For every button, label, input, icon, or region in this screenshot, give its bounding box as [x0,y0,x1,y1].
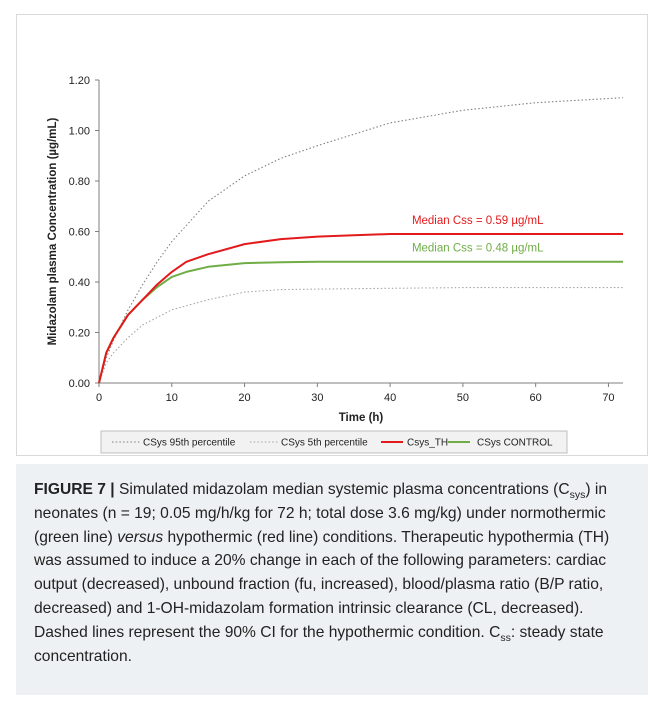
median-css-annotation: Median Css = 0.48 µg/mL [412,243,544,255]
series-line-0 [98,97,624,384]
x-tick-label: 10 [166,392,178,404]
y-tick-label: 1.00 [69,126,90,138]
y-tick-label: 0.80 [69,176,90,188]
legend-box [100,430,568,454]
y-tick-label: 1.20 [69,75,90,87]
y-tick-label: 0.00 [69,378,90,390]
legend-label: CSys 95th percentile [143,438,236,449]
x-tick-label: 40 [384,392,396,404]
caption-subscript-sys: sys [569,489,586,502]
x-tick-label: 0 [96,392,102,404]
x-tick-label: 70 [602,392,614,404]
legend-label: CSys CONTROL [477,438,553,449]
caption-text-4: : steady state concentration. [34,623,604,665]
series-line-3 [98,260,623,384]
median-css-annotation: Median Css = 0.59 µg/mL [412,215,544,227]
line-chart: 0.00 0.20 0.40 0.60 0.80 1.00 1.20 0 10 20 30 40 50 6… [47,75,624,454]
caption-text-3: hypothermic (red line) conditions. Thera… [34,528,610,641]
caption-subscript-ss: ss [500,631,511,644]
legend-label: CSys 5th percentile [281,438,368,449]
caption-emphasis-versus: versus [117,528,164,546]
chart-panel: 0.00 0.20 0.40 0.60 0.80 1.00 1.20 0 10 20 30 40 50 6… [16,14,648,456]
caption-text-1: Simulated midazolam median systemic plas… [114,481,570,498]
series-line-2 [98,233,623,384]
x-tick-label: 60 [530,392,542,404]
caption-text-2: ) in neonates (n = 19; 0.05 mg/h/kg for … [34,481,608,546]
y-tick-label: 0.60 [69,227,90,239]
y-tick-label: 0.40 [69,277,90,289]
legend-label: Csys_TH [407,438,448,449]
x-axis-title: Time (h) [339,412,384,424]
figure-caption: FIGURE 7 | Simulated midazolam median sy… [16,464,648,695]
x-tick-label: 20 [238,392,250,404]
series-line-1 [98,287,623,384]
x-tick-label: 50 [457,392,469,404]
y-axis-title: Midazolam plasma Concentration (µg/mL) [47,117,59,345]
y-tick-label: 0.20 [69,328,90,340]
x-tick-label: 30 [311,392,323,404]
caption-label: FIGURE 7 | [34,481,115,498]
